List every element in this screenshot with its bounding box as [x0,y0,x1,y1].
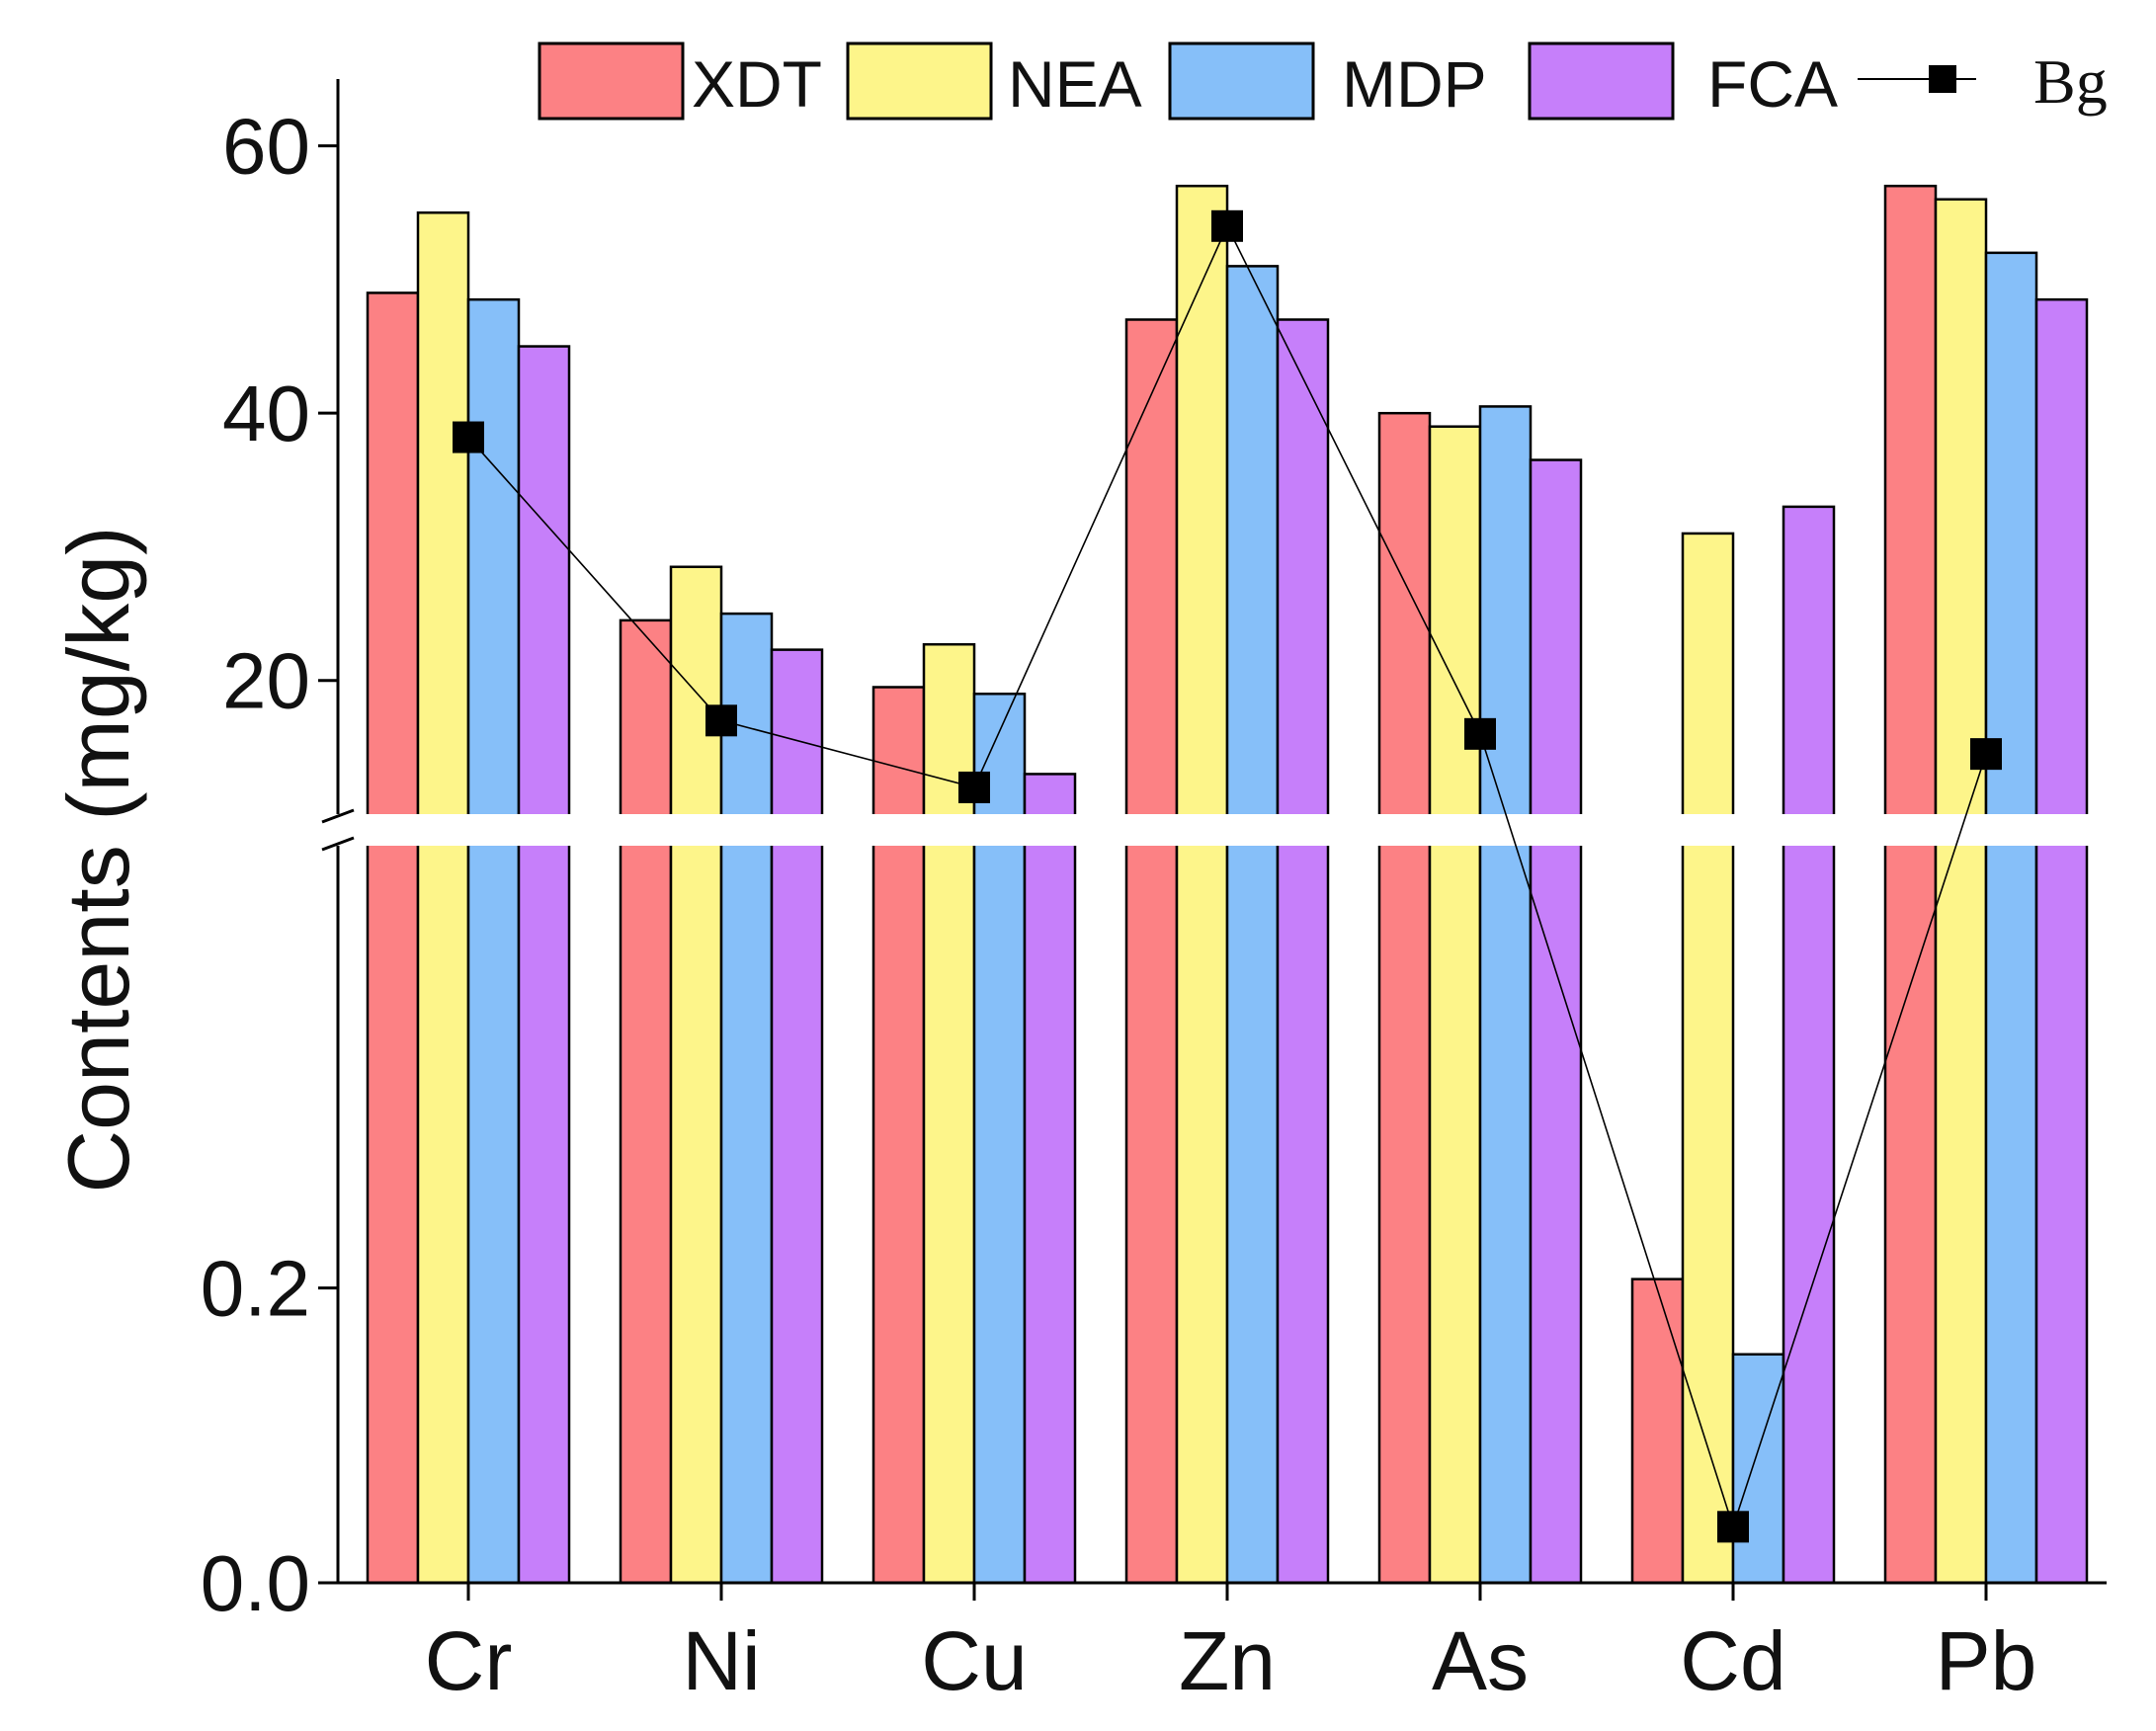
bar-mdp-pb [1984,251,2038,1585]
bg-marker-cd [1717,1511,1749,1543]
bar-xdt-cr [366,291,420,1585]
y-tick-label: 20 [222,637,310,725]
y-tick-label: 0.2 [201,1245,310,1333]
bar-fca-ni [770,648,824,1585]
x-tick-label: As [1432,1614,1529,1707]
bar-xdt-cd [1630,1278,1685,1585]
bar-mdp-as [1478,405,1533,1585]
bg-line-layer [453,209,2002,1543]
bg-marker-ni [705,704,737,737]
bar-nea-zn [1175,184,1229,1585]
axis-break-mark-bottom [321,836,355,852]
bar-fca-zn [1276,318,1330,1585]
x-tick-label: Cu [921,1614,1027,1707]
bar-fca-as [1529,458,1583,1585]
legend: XDT NEA MDP FCA Bg [538,41,2108,121]
bg-marker-pb [1970,738,2002,771]
bar-mdp-cr [466,297,521,1585]
bar-fca-pb [2034,297,2089,1585]
legend-label-bg: Bg [2033,46,2108,117]
legend-swatch-nea [846,41,993,121]
legend-bg-marker [1929,65,1956,93]
bar-xdt-as [1377,411,1432,1585]
bar-xdt-zn [1124,318,1179,1585]
bg-marker-cr [453,421,484,453]
bar-fca-cu [1023,773,1077,1585]
x-tick-label: Cr [425,1614,513,1707]
y-axis-title: Contents (mg/kg) [49,527,147,1194]
legend-label-xdt: XDT [692,47,822,121]
bar-fca-cd [1782,505,1836,1585]
bg-marker-zn [1211,209,1243,242]
bg-marker-as [1464,717,1496,750]
bg-marker-cu [958,771,990,803]
legend-label-nea: NEA [1008,47,1142,121]
bar-nea-cr [416,211,470,1585]
bar-fca-cr [517,345,571,1585]
bar-mdp-ni [719,612,774,1585]
bars-layer [366,184,2089,1585]
axis-break-band [318,814,2116,846]
y-tick-label: 60 [222,103,310,191]
legend-swatch-xdt [538,41,685,121]
bar-nea-as [1428,425,1482,1585]
legend-swatch-fca [1528,41,1675,121]
x-tick-label: Ni [682,1614,760,1707]
bar-nea-cd [1681,532,1735,1585]
y-tick-label: 0.0 [201,1539,310,1627]
x-tick-label: Zn [1179,1614,1276,1707]
axes-layer: 0.0 0.2 20 40 60 Cr Ni Cu Zn As Cd Pb [201,79,2107,1707]
axis-break-mark-top [321,808,355,824]
legend-label-mdp: MDP [1342,47,1487,121]
bar-mdp-cd [1731,1353,1785,1585]
bar-xdt-pb [1883,184,1938,1585]
y-tick-label: 40 [222,370,310,457]
legend-swatch-mdp [1168,41,1315,121]
x-tick-label: Pb [1936,1614,2037,1707]
bar-nea-pb [1934,198,1988,1585]
bar-xdt-ni [619,618,673,1585]
legend-label-fca: FCA [1707,47,1838,121]
axis-break [318,808,2116,852]
x-tick-label: Cd [1680,1614,1785,1707]
bar-mdp-zn [1225,265,1280,1585]
